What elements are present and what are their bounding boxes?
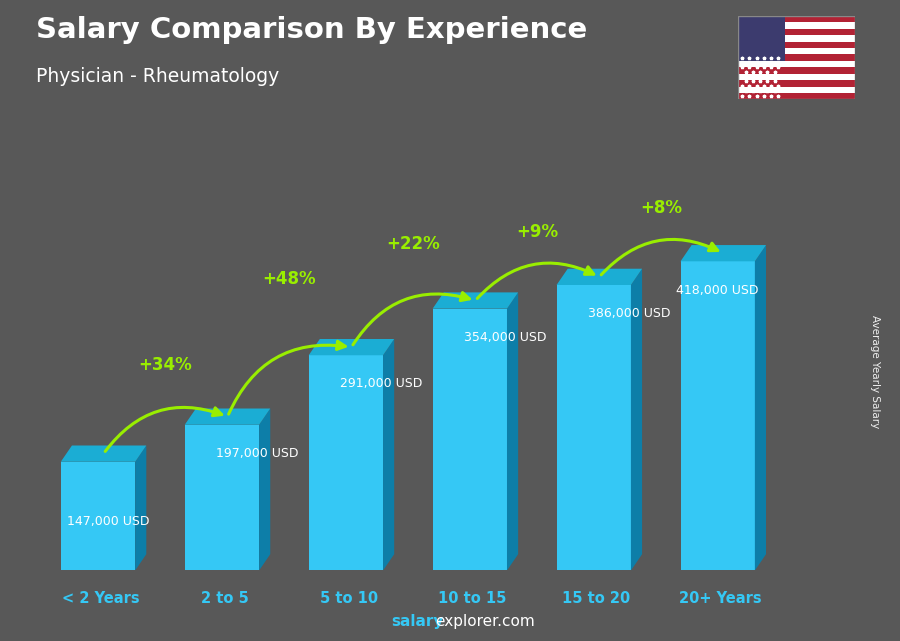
Text: 20+ Years: 20+ Years <box>680 591 761 606</box>
Text: salary: salary <box>392 615 444 629</box>
Text: +34%: +34% <box>139 356 193 374</box>
Bar <box>738 80 855 87</box>
Polygon shape <box>556 269 642 285</box>
Polygon shape <box>184 408 270 425</box>
Text: < 2 Years: < 2 Years <box>62 591 140 606</box>
Polygon shape <box>680 245 766 262</box>
Text: 291,000 USD: 291,000 USD <box>339 378 422 390</box>
Bar <box>738 67 855 74</box>
Text: 10 to 15: 10 to 15 <box>438 591 507 606</box>
Text: 15 to 20: 15 to 20 <box>562 591 631 606</box>
Text: Average Yearly Salary: Average Yearly Salary <box>869 315 880 428</box>
Polygon shape <box>631 269 642 570</box>
Bar <box>738 42 855 48</box>
Text: 386,000 USD: 386,000 USD <box>588 307 670 320</box>
Bar <box>738 93 855 99</box>
Polygon shape <box>433 309 507 570</box>
Polygon shape <box>309 339 394 355</box>
Bar <box>738 87 855 93</box>
Polygon shape <box>556 285 631 570</box>
Polygon shape <box>433 292 518 309</box>
Text: +48%: +48% <box>263 270 316 288</box>
Text: 197,000 USD: 197,000 USD <box>216 447 298 460</box>
Polygon shape <box>61 462 135 570</box>
Bar <box>738 54 855 61</box>
Bar <box>738 48 855 54</box>
Polygon shape <box>507 292 518 570</box>
Text: 2 to 5: 2 to 5 <box>201 591 248 606</box>
Polygon shape <box>259 408 270 570</box>
Text: 418,000 USD: 418,000 USD <box>677 283 759 297</box>
Text: +8%: +8% <box>640 199 682 217</box>
Polygon shape <box>383 339 394 570</box>
Text: +22%: +22% <box>386 235 440 253</box>
Bar <box>738 61 855 67</box>
Text: 5 to 10: 5 to 10 <box>320 591 378 606</box>
Text: Physician - Rheumatology: Physician - Rheumatology <box>36 67 279 87</box>
Polygon shape <box>61 445 147 462</box>
Text: 147,000 USD: 147,000 USD <box>67 515 149 528</box>
Polygon shape <box>309 355 383 570</box>
Text: Salary Comparison By Experience: Salary Comparison By Experience <box>36 16 587 44</box>
Polygon shape <box>755 245 766 570</box>
Bar <box>738 29 855 35</box>
Polygon shape <box>184 425 259 570</box>
Bar <box>738 16 855 22</box>
Text: explorer.com: explorer.com <box>436 615 536 629</box>
Text: +9%: +9% <box>517 222 558 241</box>
Bar <box>738 16 785 61</box>
Polygon shape <box>135 445 147 570</box>
Bar <box>738 22 855 29</box>
Text: 354,000 USD: 354,000 USD <box>464 331 546 344</box>
Bar <box>738 74 855 80</box>
Bar <box>738 35 855 42</box>
Polygon shape <box>680 262 755 570</box>
